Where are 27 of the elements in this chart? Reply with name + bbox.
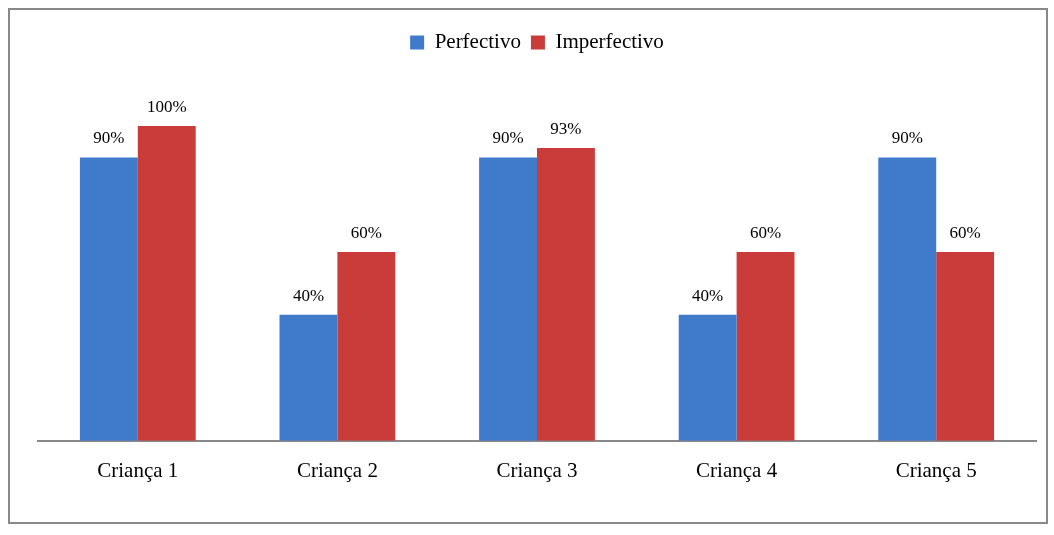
data-label: 40% [692,285,724,305]
data-label: 100% [146,96,187,116]
data-label: 90% [93,128,125,148]
x-tick-label: Criança 5 [895,457,977,482]
data-label: 60% [350,222,382,242]
data-label: 60% [749,222,782,242]
legend-label: Imperfectivo [555,29,664,54]
legend-label: Perfectivo [434,29,521,54]
bar [537,148,595,441]
bar [878,157,937,441]
data-label: 40% [292,285,325,305]
x-tick-label: Criança 2 [296,457,378,482]
bar [736,251,795,441]
bar [79,157,138,441]
data-label: 93% [550,118,582,138]
x-tick-label: Criança 1 [97,457,179,482]
data-label: 90% [492,128,524,148]
bar [479,157,537,441]
data-label: 60% [949,222,981,242]
bar [337,251,396,441]
bar [137,125,196,441]
bar [678,314,737,441]
x-tick-label: Criança 3 [496,457,578,482]
bar [936,251,995,441]
x-tick-label: Criança 4 [696,457,778,482]
data-label: 90% [891,128,923,148]
bar [279,314,338,441]
